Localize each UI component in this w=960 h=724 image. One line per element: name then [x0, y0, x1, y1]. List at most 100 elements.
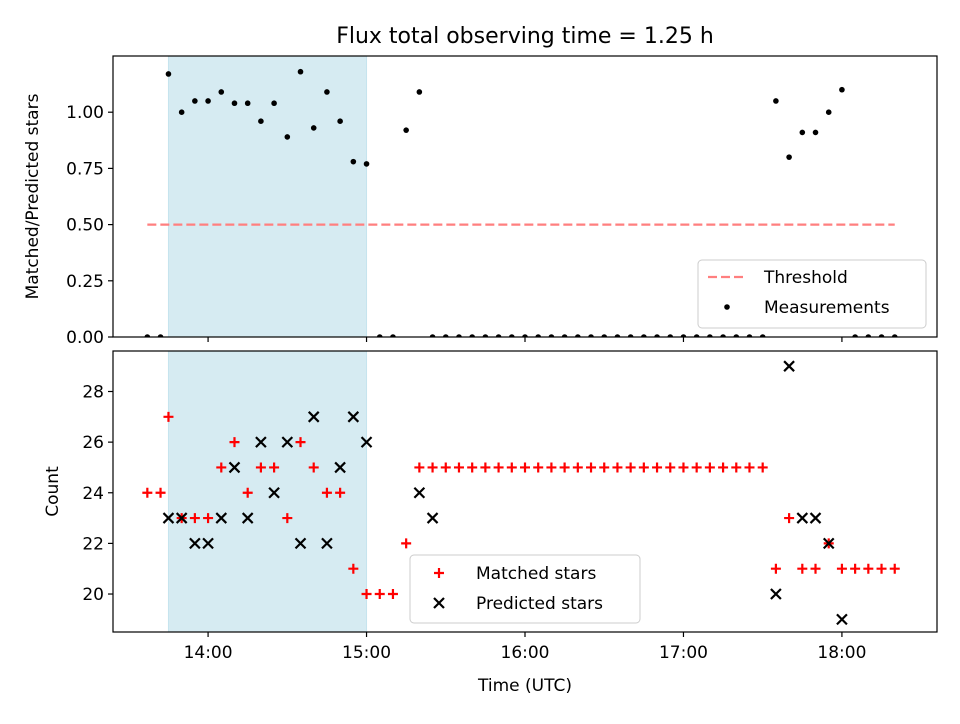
measurement-point [852, 334, 858, 337]
predicted-stars-point [426, 512, 439, 524]
measurement-point [416, 89, 423, 95]
matched-stars-point [652, 462, 663, 473]
matched-stars-point [401, 538, 412, 549]
matched-stars-point [255, 462, 266, 473]
predicted-stars-point [189, 537, 201, 550]
predicted-stars-point [281, 436, 294, 448]
top-subplot: 0.00 0.25 0.50 0.75 1.00 Threshold Measurement… [66, 55, 938, 348]
predicted-stars-point [796, 512, 809, 524]
bottom-y-axis-label: Count [43, 466, 63, 517]
legend-measurements-swatch [724, 304, 730, 310]
measurement-point [720, 334, 726, 337]
legend-box [409, 554, 641, 624]
measurement-point [535, 334, 542, 337]
plot-marks [144, 68, 898, 337]
predicted-stars-point [822, 537, 835, 550]
measurement-point [244, 100, 251, 107]
matched-stars-point [876, 563, 887, 574]
measurement-point [284, 134, 291, 140]
predicted-stars-point [770, 588, 782, 600]
measurement-point [376, 334, 383, 337]
y-tick-label: 22 [82, 534, 104, 554]
measurement-point [707, 334, 713, 337]
predicted-stars-point [228, 461, 241, 474]
matched-stars-point [520, 462, 530, 473]
measurement-point [271, 100, 277, 107]
matched-stars-point [533, 462, 544, 473]
matched-stars-point [440, 462, 451, 473]
measurement-point [891, 334, 898, 337]
y-tick-label: 0.75 [66, 159, 104, 179]
matched-stars-point [506, 462, 517, 473]
measurement-point [878, 334, 885, 337]
measurement-point [548, 334, 555, 337]
legend-threshold-label: Threshold [763, 268, 848, 288]
predicted-stars-point [162, 512, 175, 524]
measurement-point [799, 129, 806, 136]
y-tick-label: 24 [82, 484, 104, 504]
y-tick-label: 0.00 [66, 328, 104, 348]
measurement-point [508, 334, 515, 337]
measurement-point [588, 334, 594, 337]
matched-stars-point [242, 487, 253, 498]
matched-stars-point [797, 563, 808, 574]
chart-title: Flux total observing time = 1.25 h [336, 24, 714, 49]
matched-stars-point [321, 487, 332, 498]
shaded-span [167, 350, 368, 633]
matched-stars-point [638, 462, 649, 473]
measurement-point [693, 334, 700, 337]
matched-stars-point [625, 462, 636, 473]
y-tick-label: 1.00 [66, 103, 104, 123]
matched-stars-point [665, 462, 676, 473]
matched-stars-point [282, 513, 293, 524]
measurement-point [522, 334, 528, 337]
measurement-point [390, 334, 396, 337]
matched-stars-point [757, 462, 768, 473]
predicted-stars-point [255, 436, 267, 448]
measurement-point [231, 100, 238, 107]
y-tick-label: 0.25 [66, 272, 104, 292]
measurement-point [165, 71, 172, 77]
plot-marks [142, 360, 900, 626]
predicted-stars-point [413, 486, 426, 499]
measurement-point [456, 334, 462, 337]
measurement-point [157, 334, 164, 337]
x-tick-label: 15:00 [342, 643, 391, 663]
y-tick-label: 26 [82, 433, 104, 453]
matched-stars-point [678, 462, 689, 473]
measurement-point [641, 334, 647, 337]
matched-stars-point [718, 462, 729, 473]
matched-stars-point [480, 462, 491, 473]
matched-stars-point [784, 513, 795, 524]
shaded-span [167, 55, 368, 338]
x-tick-label: 17:00 [659, 643, 708, 663]
matched-stars-point [586, 462, 597, 473]
legend-predicted-label: Predicted stars [476, 594, 603, 614]
measurement-point [773, 98, 779, 104]
measurement-point [310, 125, 317, 131]
measurement-point [561, 334, 568, 337]
measurement-point [297, 68, 304, 75]
measurement-point [429, 334, 436, 337]
measurement-point [178, 109, 185, 115]
matched-stars-point [348, 563, 359, 574]
legend-measurements-label: Measurements [764, 298, 890, 318]
measurement-point [218, 89, 225, 95]
measurement-point [733, 334, 740, 337]
matched-stars-point [361, 589, 372, 600]
legend-matched-label: Matched stars [476, 564, 596, 584]
matched-stars-point [155, 487, 166, 498]
matched-stars-point [704, 462, 715, 473]
measurement-point [680, 334, 687, 337]
predicted-stars-point [334, 461, 346, 474]
matched-stars-point [414, 462, 425, 473]
measurement-point [258, 118, 264, 124]
matched-stars-point [744, 462, 755, 473]
matched-stars-point [229, 437, 240, 448]
matched-stars-point [203, 513, 214, 524]
predicted-stars-point [836, 613, 848, 626]
y-tick-label: 20 [82, 585, 104, 605]
matched-stars-point [731, 462, 742, 473]
measurement-point [350, 158, 357, 165]
